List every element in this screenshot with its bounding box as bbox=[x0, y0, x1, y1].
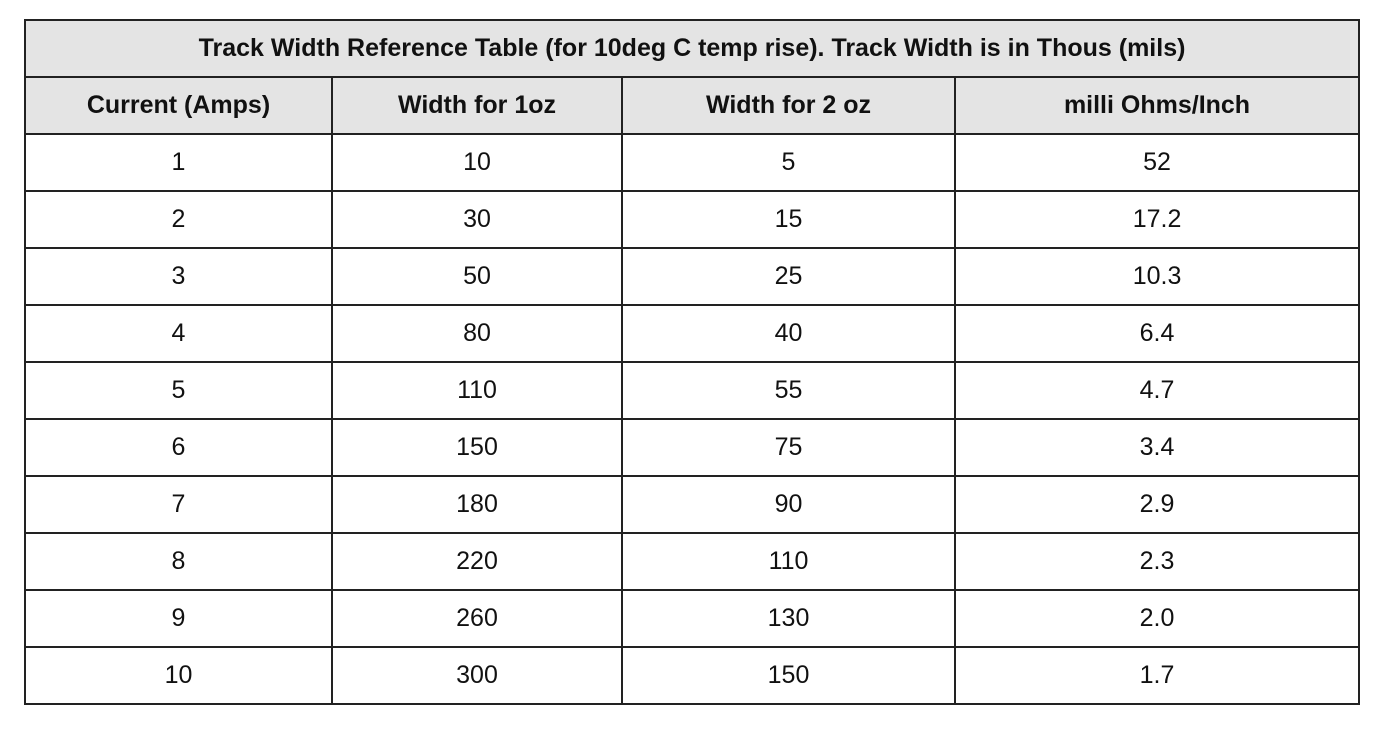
column-header-current: Current (Amps) bbox=[24, 76, 333, 135]
cell-current: 1 bbox=[24, 133, 333, 192]
table-row: 3 50 25 10.3 bbox=[24, 247, 1361, 306]
cell-width-1oz: 300 bbox=[331, 646, 623, 705]
track-width-table: Track Width Reference Table (for 10deg C… bbox=[23, 19, 1361, 705]
table-row: 8 220 110 2.3 bbox=[24, 532, 1361, 591]
cell-width-2oz: 55 bbox=[621, 361, 956, 420]
cell-width-1oz: 180 bbox=[331, 475, 623, 534]
track-width-sheet: Track Width Reference Table (for 10deg C… bbox=[23, 19, 1361, 705]
cell-width-1oz: 150 bbox=[331, 418, 623, 477]
cell-current: 8 bbox=[24, 532, 333, 591]
cell-current: 5 bbox=[24, 361, 333, 420]
cell-milliohms: 4.7 bbox=[953, 361, 1361, 420]
cell-width-1oz: 220 bbox=[331, 532, 623, 591]
table-row: 6 150 75 3.4 bbox=[24, 418, 1361, 477]
cell-width-1oz: 30 bbox=[331, 190, 623, 249]
cell-current: 6 bbox=[24, 418, 333, 477]
cell-milliohms: 3.4 bbox=[953, 418, 1361, 477]
cell-milliohms: 6.4 bbox=[953, 304, 1361, 363]
cell-width-2oz: 75 bbox=[621, 418, 956, 477]
cell-width-1oz: 50 bbox=[331, 247, 623, 306]
cell-current: 9 bbox=[24, 589, 333, 648]
column-header-width-2oz: Width for 2 oz bbox=[621, 76, 956, 135]
column-header-milliohms: milli Ohms/Inch bbox=[953, 76, 1361, 135]
cell-current: 4 bbox=[24, 304, 333, 363]
cell-width-1oz: 260 bbox=[331, 589, 623, 648]
table-row: 4 80 40 6.4 bbox=[24, 304, 1361, 363]
cell-milliohms: 2.0 bbox=[953, 589, 1361, 648]
cell-milliohms: 17.2 bbox=[953, 190, 1361, 249]
cell-width-2oz: 5 bbox=[621, 133, 956, 192]
cell-width-2oz: 150 bbox=[621, 646, 956, 705]
cell-width-2oz: 130 bbox=[621, 589, 956, 648]
table-row: 2 30 15 17.2 bbox=[24, 190, 1361, 249]
cell-current: 3 bbox=[24, 247, 333, 306]
column-header-width-1oz: Width for 1oz bbox=[331, 76, 623, 135]
cell-current: 10 bbox=[24, 646, 333, 705]
cell-width-2oz: 15 bbox=[621, 190, 956, 249]
table-row: 5 110 55 4.7 bbox=[24, 361, 1361, 420]
cell-width-1oz: 80 bbox=[331, 304, 623, 363]
table-row: 1 10 5 52 bbox=[24, 133, 1361, 192]
cell-width-2oz: 40 bbox=[621, 304, 956, 363]
table-row: 7 180 90 2.9 bbox=[24, 475, 1361, 534]
table-row: 9 260 130 2.0 bbox=[24, 589, 1361, 648]
cell-width-2oz: 110 bbox=[621, 532, 956, 591]
cell-current: 7 bbox=[24, 475, 333, 534]
cell-width-1oz: 10 bbox=[331, 133, 623, 192]
table-title: Track Width Reference Table (for 10deg C… bbox=[23, 19, 1361, 78]
table-row: 10 300 150 1.7 bbox=[24, 646, 1361, 705]
cell-milliohms: 2.9 bbox=[953, 475, 1361, 534]
cell-width-2oz: 25 bbox=[621, 247, 956, 306]
cell-width-1oz: 110 bbox=[331, 361, 623, 420]
table-header-row: Current (Amps) Width for 1oz Width for 2… bbox=[24, 76, 1361, 135]
cell-width-2oz: 90 bbox=[621, 475, 956, 534]
cell-current: 2 bbox=[24, 190, 333, 249]
cell-milliohms: 10.3 bbox=[953, 247, 1361, 306]
cell-milliohms: 52 bbox=[953, 133, 1361, 192]
cell-milliohms: 2.3 bbox=[953, 532, 1361, 591]
table-title-row: Track Width Reference Table (for 10deg C… bbox=[23, 19, 1361, 78]
cell-milliohms: 1.7 bbox=[953, 646, 1361, 705]
